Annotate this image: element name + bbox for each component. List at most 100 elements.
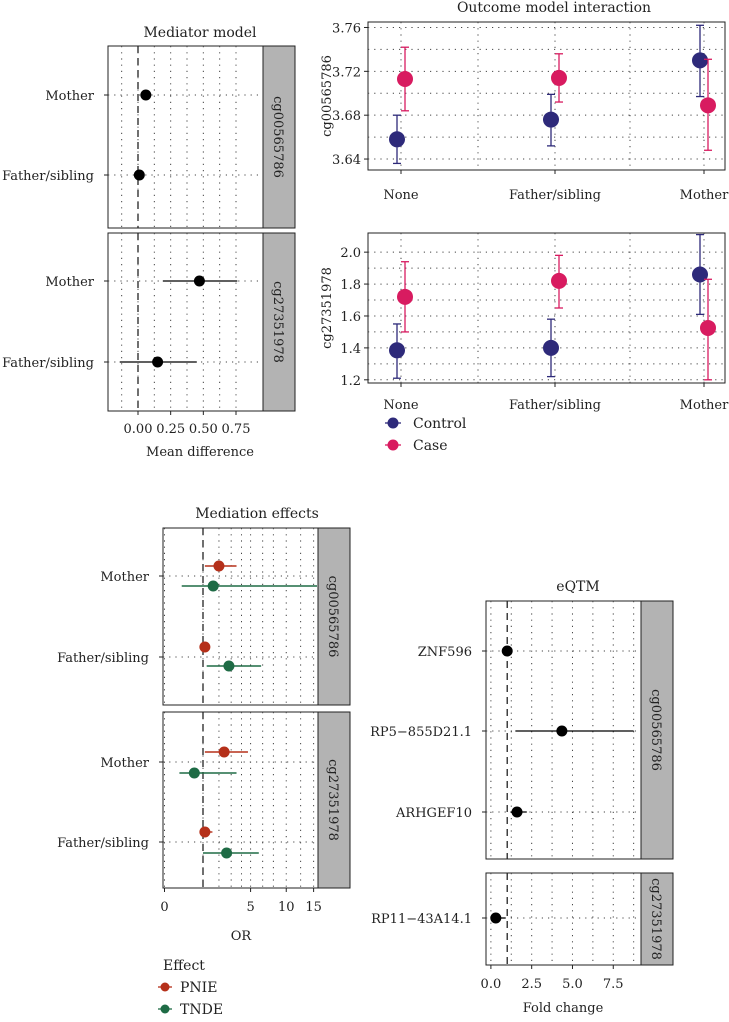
mediator-xtick-label: 0.75 <box>222 422 251 437</box>
interaction-legend-key <box>387 417 399 429</box>
interaction-point <box>551 272 567 289</box>
interaction-point <box>700 319 716 336</box>
eqtm-ytick-label: ARHGEF10 <box>395 806 472 821</box>
interaction-point <box>700 97 716 114</box>
mediation-strip-bg <box>317 527 351 706</box>
eqtm-ytick-label: RP11−43A14.1 <box>371 912 472 927</box>
interaction-legend-key <box>387 439 399 451</box>
interaction-ylabel: cg00565786 <box>320 55 335 137</box>
eqtm-point <box>556 725 568 737</box>
eqtm-xlabel: Fold change <box>523 1001 604 1016</box>
interaction-ytick-label: 1.2 <box>340 374 361 389</box>
mediation-ytick-label: Father/sibling <box>57 836 149 851</box>
mediator-xtick-label: 0.50 <box>189 422 218 437</box>
mediator-strip-bg <box>262 45 296 229</box>
interaction-point <box>692 266 708 283</box>
mediation-title: Mediation effects <box>195 506 319 522</box>
interaction-ytick-label: 3.76 <box>332 21 361 36</box>
eqtm-title: eQTM <box>556 579 599 595</box>
interaction-ytick-label: 2.0 <box>340 246 361 261</box>
interaction-ytick-label: 3.68 <box>332 109 361 124</box>
interaction-legend-label: Control <box>413 416 467 432</box>
mediation-xtick-label: 5 <box>246 900 254 915</box>
interaction-xtick-label: Father/sibling <box>509 398 601 413</box>
eqtm-strip-label: cg00565786 <box>648 689 663 771</box>
eqtm-xtick-label: 5.0 <box>562 977 583 992</box>
mediator-panel-frame <box>107 232 264 412</box>
interaction-point <box>397 71 413 88</box>
mediation-strip-label: cg27351978 <box>325 759 340 841</box>
mediation-point <box>218 746 230 758</box>
interaction-point <box>389 131 405 148</box>
interaction-point <box>389 342 405 359</box>
eqtm-strip-bg <box>640 600 674 860</box>
mediation-point <box>199 826 211 838</box>
eqtm-ytick-label: ZNF596 <box>418 645 472 660</box>
mediation-ytick-label: Mother <box>100 756 149 771</box>
eqtm-xtick-label: 7.5 <box>603 977 624 992</box>
mediation-point <box>199 641 211 653</box>
mediator-point <box>133 169 145 181</box>
interaction-xtick-label: Mother <box>680 398 729 413</box>
interaction-ytick-label: 1.6 <box>340 310 361 325</box>
interaction-point <box>551 69 567 86</box>
mediation-point <box>188 767 200 779</box>
interaction-point <box>397 288 413 305</box>
mediator-strip-label: cg00565786 <box>270 96 285 178</box>
mediation-xlabel: OR <box>231 929 253 944</box>
mediation-strip-bg <box>317 711 351 889</box>
mediator-ytick-label: Mother <box>45 275 94 290</box>
eqtm-panel-frame <box>485 872 642 966</box>
interaction-point <box>543 339 559 356</box>
mediation-xtick-label: 15 <box>305 900 322 915</box>
mediation-xtick-label: 10 <box>278 900 295 915</box>
interaction-xtick-label: None <box>383 188 419 203</box>
mediator-xlabel: Mean difference <box>146 445 254 460</box>
interaction-ylabel: cg27351978 <box>320 267 335 349</box>
mediator-ytick-label: Father/sibling <box>2 356 94 371</box>
eqtm-ytick-label: RP5−855D21.1 <box>370 725 472 740</box>
mediator-strip-bg <box>262 232 296 412</box>
mediator-point <box>152 356 164 368</box>
interaction-point <box>543 111 559 128</box>
mediator-xtick-label: 0.00 <box>124 422 153 437</box>
interaction-ytick-label: 3.72 <box>332 65 361 80</box>
interaction-xtick-label: Mother <box>680 188 729 203</box>
eqtm-strip-label: cg27351978 <box>648 878 663 960</box>
interaction-legend-label: Case <box>413 438 448 454</box>
interaction-title: Outcome model interaction <box>457 0 651 16</box>
eqtm-point <box>511 806 523 818</box>
interaction-ytick-label: 3.64 <box>332 153 361 168</box>
mediation-legend-key <box>160 1004 170 1014</box>
mediation-legend-label: PNIE <box>180 980 217 996</box>
eqtm-xtick-label: 0.0 <box>481 977 502 992</box>
mediator-ytick-label: Mother <box>45 89 94 104</box>
mediation-point <box>223 660 235 672</box>
interaction-xtick-label: Father/sibling <box>509 188 601 203</box>
mediator-title: Mediator model <box>143 25 257 41</box>
mediation-ytick-label: Father/sibling <box>57 651 149 666</box>
mediation-ytick-label: Mother <box>100 570 149 585</box>
interaction-xtick-label: None <box>383 398 419 413</box>
mediation-point <box>221 847 233 859</box>
mediator-xtick-label: 0.25 <box>156 422 185 437</box>
eqtm-strip-bg <box>640 872 674 966</box>
mediation-legend-label: TNDE <box>180 1002 223 1017</box>
eqtm-point <box>490 912 502 924</box>
mediator-point <box>140 89 152 101</box>
interaction-point <box>692 52 708 69</box>
interaction-ytick-label: 1.4 <box>340 342 361 357</box>
mediation-panel-frame <box>162 527 319 706</box>
mediator-strip-label: cg27351978 <box>270 281 285 363</box>
mediator-point <box>193 275 205 287</box>
eqtm-xtick-label: 2.5 <box>521 977 542 992</box>
mediator-panel-frame <box>107 45 264 229</box>
mediation-legend-title: Effect <box>163 958 205 974</box>
mediation-legend-key <box>160 982 170 992</box>
mediation-xtick-label: 0 <box>160 900 168 915</box>
mediation-panel-frame <box>162 711 319 889</box>
mediation-strip-label: cg00565786 <box>325 576 340 658</box>
mediator-ytick-label: Father/sibling <box>2 169 94 184</box>
eqtm-point <box>501 645 513 657</box>
